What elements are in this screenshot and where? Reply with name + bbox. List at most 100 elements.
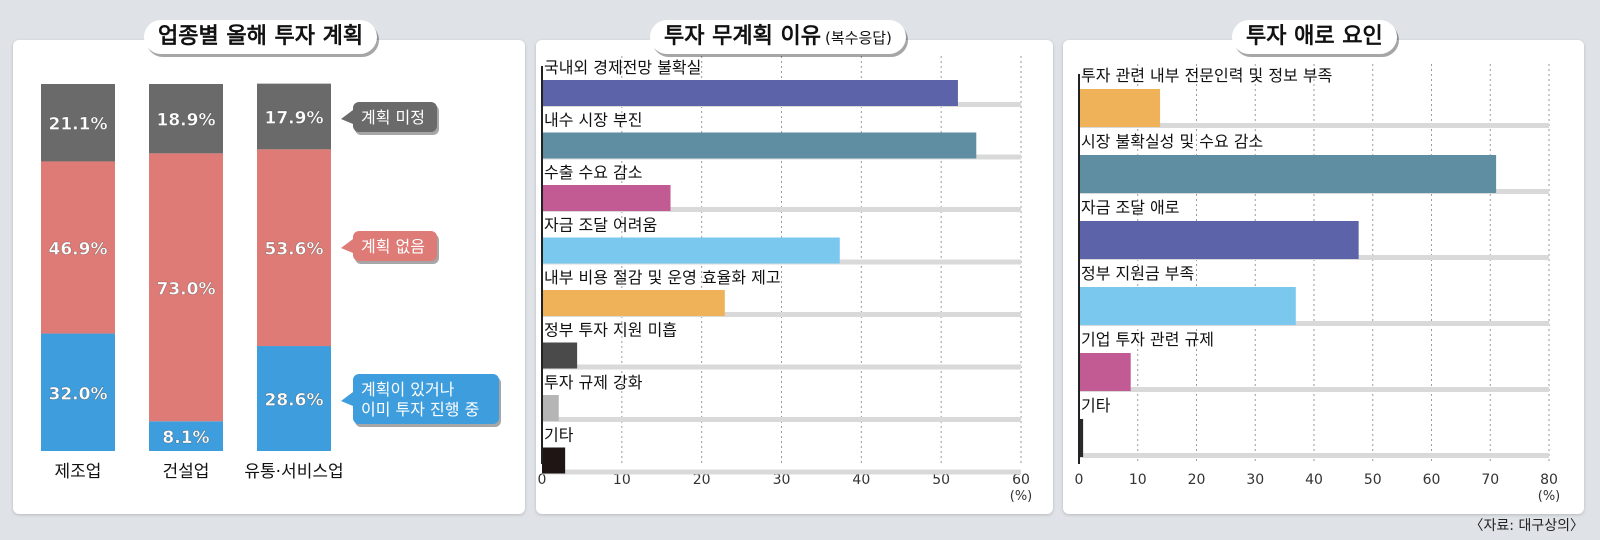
stacked-bar-segment [257, 149, 331, 347]
stacked-bar-chart: 32.0% 46.9% 21.1% 제조업 8.1% 73.0% 18.9% 건설업 28.6%… [41, 83, 501, 482]
stacked-bar-segment [257, 346, 331, 451]
row-track [1079, 387, 1549, 392]
bar [1079, 419, 1084, 457]
segment-value-label: 53.6% [265, 240, 324, 260]
x-tick-label: 20 [693, 472, 711, 488]
source-note: 〈자료: 대구상의〉 [1469, 518, 1584, 534]
bar [542, 237, 840, 264]
title-text: 업종별 올해 투자 계획 [158, 24, 364, 49]
category-label: 정부 투자 지원 미흡 [544, 321, 677, 340]
category-label: 시장 불확실성 및 수요 감소 [1081, 132, 1263, 151]
segment-value-label: 18.9% [157, 111, 216, 131]
x-tick-label: 60 [1423, 472, 1441, 488]
row-track [542, 207, 1021, 212]
x-tick-label: 70 [1481, 472, 1499, 488]
bar [542, 290, 725, 316]
x-tick-label: 30 [773, 472, 791, 488]
panel-investment-obstacles: 0 10 20 30 40 50 60 70 80 (%) 투자 관련 내부 전문인력 및 정보 부… [1063, 40, 1584, 514]
stacked-bar-segment [149, 84, 223, 154]
category-label: 유통·서비스업 [244, 462, 343, 482]
stacked-bar-segment [41, 161, 115, 334]
row-track [542, 364, 1021, 370]
x-tick-label: 80 [1540, 472, 1558, 488]
chart-title-no-plan-reasons: 투자 무계획 이유 (복수응답) [650, 20, 906, 54]
x-tick-label: 10 [613, 472, 631, 488]
x-tick-label: 40 [1305, 472, 1323, 488]
title-subtext: (복수응답) [825, 29, 892, 47]
legend-callout-undecided-pointer [341, 110, 353, 124]
legend-callout-yes [353, 374, 499, 424]
bar [1079, 221, 1359, 259]
segment-value-label: 28.6% [265, 391, 324, 411]
segment-value-label: 8.1% [162, 428, 209, 448]
legend-callout-yes-pointer [341, 392, 353, 406]
stacked-bar-segment [41, 333, 115, 451]
bar [1079, 287, 1296, 325]
category-label: 자금 조달 어려움 [544, 216, 657, 235]
category-label: 제조업 [55, 462, 102, 482]
category-label: 기타 [544, 426, 574, 445]
row-track [542, 417, 1021, 422]
legend-callout-undecided [353, 102, 437, 132]
segment-value-label: 17.9% [265, 108, 324, 128]
x-tick-label: 10 [1129, 472, 1147, 488]
row-track [1079, 453, 1549, 458]
category-label: 기업 투자 관련 규제 [1081, 330, 1214, 349]
x-tick-label: 30 [1246, 472, 1264, 488]
category-label: 수출 수요 감소 [544, 163, 643, 182]
bar [1079, 353, 1131, 391]
row-track [542, 312, 1021, 317]
category-label: 자금 조달 애로 [1081, 198, 1180, 217]
panel-no-plan-reasons: 0 10 20 30 40 50 60 (%) 국내외 경제전망 불확실 내수 시장 부진 수출 수… [536, 40, 1053, 514]
bar [542, 185, 671, 211]
bar [542, 395, 559, 421]
segment-value-label: 32.0% [49, 384, 108, 404]
bar [1079, 155, 1497, 193]
row-track [1079, 123, 1549, 128]
stacked-bar-segment [149, 421, 223, 451]
x-tick-label: 60 [1012, 472, 1030, 488]
segment-value-label: 46.9% [49, 239, 108, 259]
segment-value-label: 21.1% [49, 115, 108, 135]
x-tick-label: 0 [1075, 472, 1084, 488]
title-text: 투자 무계획 이유 [664, 24, 821, 49]
bar [542, 447, 566, 474]
bar [542, 80, 958, 106]
stacked-bar-segment [41, 84, 115, 162]
bar [542, 132, 977, 159]
category-label: 내부 비용 절감 및 운영 효율화 제고 [544, 268, 781, 287]
x-tick-label: 0 [538, 472, 547, 488]
category-label: 내수 시장 부진 [544, 111, 643, 130]
x-unit-label: (%) [1010, 489, 1033, 504]
chart-title-industry-plan: 업종별 올해 투자 계획 [144, 20, 378, 54]
x-tick-label: 40 [852, 472, 870, 488]
category-label: 기타 [1081, 396, 1111, 415]
category-label: 투자 관련 내부 전문인력 및 정보 부족 [1081, 66, 1332, 85]
x-tick-label: 50 [1364, 472, 1382, 488]
segment-value-label: 73.0% [157, 279, 216, 299]
category-label: 건설업 [163, 462, 210, 482]
legend-callout-none [353, 231, 437, 261]
legend-label: 계획 없음 [361, 237, 425, 256]
x-tick-label: 50 [932, 472, 950, 488]
stacked-bar-segment [257, 83, 331, 150]
panel-industry-plan: 32.0% 46.9% 21.1% 제조업 8.1% 73.0% 18.9% 건설업 28.6%… [13, 40, 525, 514]
x-unit-label: (%) [1538, 489, 1561, 504]
legend-callout-none-pointer [341, 239, 353, 253]
legend-label: 계획이 있거나 [361, 380, 455, 399]
stacked-bar-segment [149, 153, 223, 422]
x-tick-label: 20 [1188, 472, 1206, 488]
investment-obstacles-chart: 0 10 20 30 40 50 60 70 80(%) 투자 관련 내부 전문인력 및 정보 부… [1075, 64, 1561, 504]
category-label: 정부 지원금 부족 [1081, 264, 1194, 283]
legend-label: 이미 투자 진행 중 [361, 400, 479, 419]
chart-title-investment-obstacles: 투자 애로 요인 [1232, 20, 1397, 54]
bar [1079, 89, 1161, 127]
row-track [1079, 321, 1549, 326]
category-label: 투자 규제 강화 [544, 373, 643, 392]
bar [542, 342, 578, 369]
row-track [542, 469, 1021, 475]
legend-label: 계획 미정 [361, 108, 425, 127]
title-text: 투자 애로 요인 [1246, 24, 1383, 49]
